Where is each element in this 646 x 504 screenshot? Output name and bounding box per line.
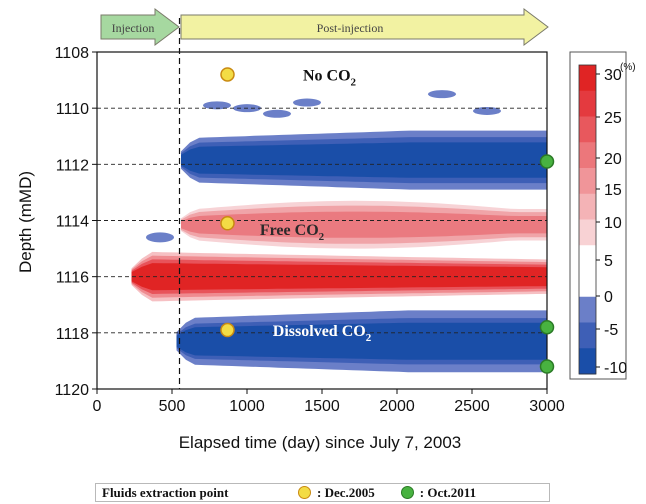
colorbar-segment (579, 322, 596, 349)
phase-arrows: Injection Post-injection (100, 8, 549, 46)
y-tick-label: 1116 (56, 270, 89, 287)
colorbar-segment (579, 90, 596, 117)
legend-item-oct2011: : Oct.2011 (400, 484, 477, 501)
green-dot-icon (400, 486, 414, 499)
x-tick-label: 2500 (454, 398, 490, 415)
colorbar-segment (579, 348, 596, 375)
colorbar-segment (579, 271, 596, 298)
annotation-main: Dissolved CO (273, 323, 366, 340)
phase-label-post-injection: Post-injection (317, 21, 384, 35)
legend-title: Fluids extraction point (102, 484, 229, 500)
colorbar-tick-label: 15 (604, 182, 622, 199)
annotation-subscript: 2 (351, 76, 357, 88)
colorbar-tick-label: 10 (604, 215, 622, 232)
phase-label-injection: Injection (112, 21, 155, 35)
colorbar-tick-label: 30 (604, 67, 622, 84)
colorbar-segment (579, 219, 596, 246)
colorbar-tick-label: 5 (604, 253, 613, 270)
oct2011-point (539, 319, 555, 335)
x-tick-label: 1000 (229, 398, 265, 415)
y-axis-label: Depth (mMD) (16, 171, 35, 273)
colorbar-segment (579, 245, 596, 272)
oct2011-point (539, 359, 555, 374)
annotation-0: No CO2 (303, 67, 357, 88)
colorbar-border (578, 64, 597, 375)
contour-speck (473, 106, 501, 115)
x-tick-label: 1500 (304, 398, 340, 415)
x-tick-label: 3000 (529, 398, 565, 415)
contour-speck (428, 90, 456, 99)
legend-item-dec2005: : Dec.2005 (298, 485, 375, 501)
annotation-1: Free CO2 (260, 222, 325, 243)
colorbar-tick-label: -5 (604, 322, 618, 339)
annotation-subscript: 2 (366, 332, 372, 344)
annotation-2: Dissolved CO2 (273, 323, 372, 344)
annotation-subscript: 2 (319, 231, 325, 243)
colorbar-segment (579, 193, 596, 220)
yellow-dot-icon (298, 486, 311, 499)
colorbar: 30 25 20 15 10 5 0 -5 -10 (%) (569, 51, 636, 380)
contour-free-co2-strong (131, 263, 547, 291)
colorbar-segment (579, 142, 596, 169)
annotation-main: Free CO (260, 222, 319, 239)
dec2005-point (220, 322, 235, 338)
x-axis-label: Elapsed time (day) since July 7, 2003 (179, 433, 462, 452)
sampling-points (220, 67, 555, 374)
grid-lines (97, 18, 547, 389)
y-tick-label: 1118 (56, 326, 89, 343)
legend-label-dec2005: : Dec.2005 (317, 484, 375, 500)
x-tick-label: 2000 (379, 398, 415, 415)
annotation-main: No CO (303, 67, 351, 84)
post-injection-arrow-icon (180, 8, 549, 46)
injection-arrow-icon (100, 8, 180, 46)
oct2011-point (539, 154, 555, 169)
y-tick-label: 1110 (56, 101, 89, 118)
colorbar-segment (579, 116, 596, 143)
legend-label-oct2011: : Oct.2011 (419, 484, 477, 500)
plot-area (97, 52, 547, 389)
chart-canvas: Injection Post-injection 0 500 1000 1500 2000… (16, 8, 636, 452)
y-tick-label: 1114 (56, 214, 89, 231)
colorbar-unit: (%) (620, 62, 636, 73)
contour-speck (146, 232, 174, 243)
y-tick-label: 1108 (55, 45, 90, 62)
contour-free-co2 (181, 211, 547, 238)
y-tick-label: 1120 (55, 382, 90, 399)
colorbar-segment (579, 168, 596, 195)
dec2005-point (220, 216, 235, 231)
legend: Fluids extraction point : Dec.2005 : Oct… (95, 483, 550, 502)
colorbar-tick-label: -10 (604, 360, 627, 377)
colorbar-segment (579, 65, 596, 92)
contour-speck (293, 98, 321, 107)
colorbar-segment (579, 296, 596, 323)
x-tick-label: 500 (159, 398, 186, 415)
colorbar-tick-label: 25 (604, 110, 622, 127)
dec2005-point (220, 67, 235, 82)
colorbar-tick-label: 20 (604, 151, 622, 168)
y-tick-label: 1112 (56, 157, 89, 174)
axes: 0 500 1000 1500 2000 2500 3000 1108 1110 1112 1114… (55, 45, 565, 415)
contour-dissolved-upper (181, 142, 547, 178)
colorbar-tick-label: 0 (604, 289, 613, 306)
contour-speck (263, 109, 291, 118)
x-tick-label: 0 (93, 398, 102, 415)
contour-dissolved-lower (176, 322, 547, 360)
contour-speck (203, 101, 231, 110)
